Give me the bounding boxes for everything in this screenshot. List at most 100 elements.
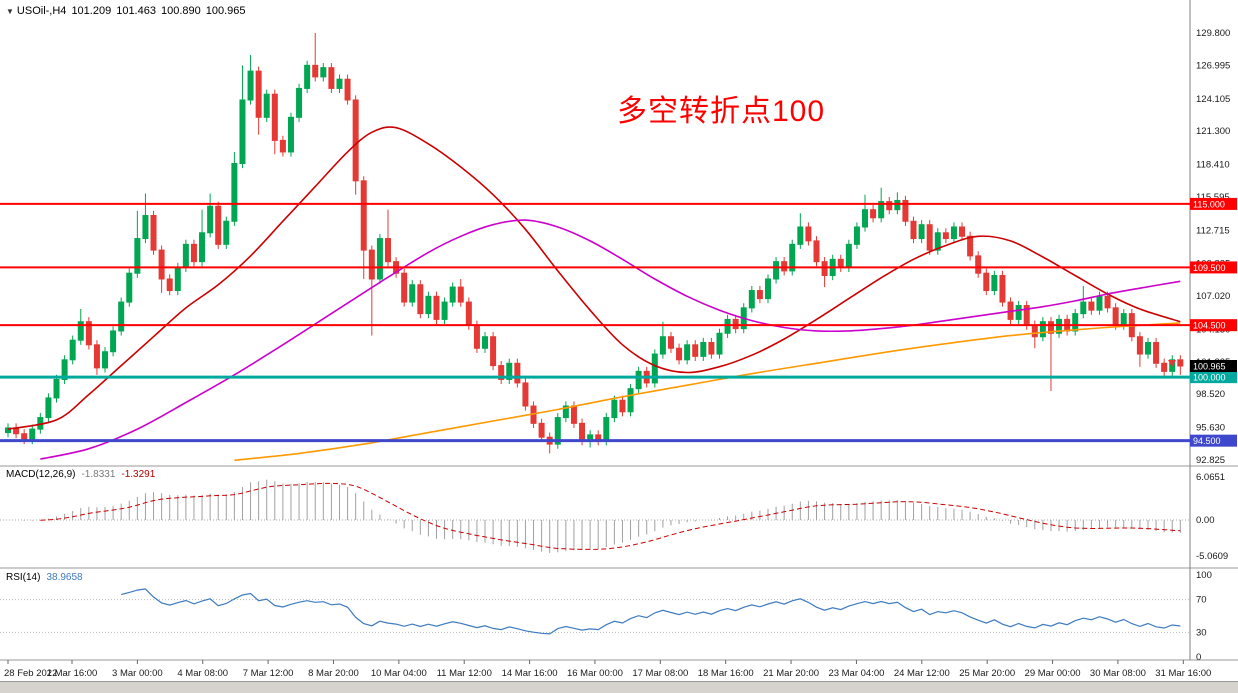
candle-body: [797, 226, 804, 245]
candle-body: [102, 351, 109, 369]
candle-body: [837, 258, 844, 268]
ma-fast-line: [7, 126, 1181, 430]
candle-body: [441, 301, 448, 320]
ohlc-low: 100.890: [160, 5, 201, 17]
candle-body: [514, 362, 521, 384]
candle-body: [360, 180, 367, 251]
price-axis-label: 98.520: [1196, 389, 1225, 400]
candle-body: [773, 261, 780, 280]
candle-body: [118, 301, 125, 332]
ohlc-close: 100.965: [205, 5, 246, 17]
candle-body: [425, 295, 432, 315]
current-price-tag-bg: [1190, 359, 1237, 372]
price-axis-label: 121.300: [1196, 126, 1230, 137]
candle-body: [409, 284, 416, 303]
candle-body: [926, 224, 933, 251]
candle-body: [1144, 341, 1151, 355]
candle-body: [1072, 313, 1079, 332]
candle-body: [296, 87, 303, 118]
candle-body: [174, 266, 181, 292]
candle-body: [1039, 321, 1046, 338]
candle-body: [732, 318, 739, 330]
candle-body: [376, 238, 383, 280]
ohlc-open: 101.209: [71, 5, 112, 17]
time-axis-label: 1 Mar 16:00: [47, 668, 98, 679]
candle-body: [781, 261, 788, 272]
candle-body: [215, 205, 222, 245]
time-axis-label: 10 Mar 04:00: [371, 668, 427, 679]
candle-body: [522, 382, 529, 407]
candle-body: [967, 235, 974, 257]
candle-body: [304, 64, 311, 89]
symbol-dropdown-icon[interactable]: ▼: [6, 7, 14, 16]
time-axis-label: 17 Mar 08:00: [632, 668, 688, 679]
level-price-tag: 104.500: [1193, 321, 1226, 331]
candle-body: [69, 339, 76, 361]
rsi-line: [121, 588, 1181, 635]
candle-body: [457, 286, 464, 303]
time-axis-label: 4 Mar 08:00: [177, 668, 228, 679]
candle-body: [45, 397, 52, 419]
candle-body: [862, 209, 869, 228]
candle-body: [667, 336, 674, 349]
time-axis-label: 8 Mar 20:00: [308, 668, 359, 679]
candle-body: [320, 67, 327, 78]
ma-slow-line: [234, 322, 1181, 462]
candle-body: [716, 332, 723, 355]
price-axis-label: 115.595: [1196, 192, 1230, 203]
candle-body: [1015, 305, 1022, 320]
symbol-period-label: USOil-,H4: [16, 5, 67, 17]
candle-body: [1120, 313, 1127, 326]
candle-body: [247, 70, 254, 101]
candle-body: [894, 199, 901, 211]
candle-body: [538, 422, 545, 438]
candle-body: [190, 243, 197, 263]
candle-body: [93, 344, 100, 369]
macd-indicator-label: MACD(12,26,9) -1.8331 -1.3291: [6, 469, 155, 480]
candle-body: [611, 399, 618, 419]
candle-body: [417, 284, 424, 315]
macd-signal-line: [40, 482, 1181, 550]
price-axis-label: 118.410: [1196, 160, 1230, 171]
candle-body: [1112, 307, 1119, 326]
candle-body: [433, 295, 440, 320]
candle-body: [999, 275, 1006, 303]
macd-signal-value: -1.3291: [121, 469, 156, 480]
candle-body: [239, 99, 246, 164]
candle-body: [1047, 321, 1054, 334]
candle-body: [684, 344, 691, 361]
level-price-tag: 109.500: [1193, 263, 1226, 273]
candle-body: [134, 238, 141, 274]
candle-body: [223, 220, 230, 245]
candle-body: [959, 226, 966, 237]
candle-body: [312, 64, 319, 78]
candle-body: [813, 240, 820, 263]
time-axis-label: 24 Mar 12:00: [894, 668, 950, 679]
candle-body: [490, 336, 497, 367]
chart-text-annotation[interactable]: 多空转折点100: [617, 95, 826, 128]
candle-body: [465, 301, 472, 326]
candle-body: [1177, 359, 1184, 367]
price-axis-label: 112.715: [1196, 225, 1230, 236]
candle-body: [126, 272, 133, 303]
level-price-tag-bg: [1190, 261, 1237, 274]
price-axis-label: 126.995: [1196, 60, 1230, 71]
candle-body: [336, 78, 343, 89]
window-bottom-bar: [0, 681, 1238, 693]
price-axis-label: 129.800: [1196, 28, 1230, 39]
candle-body: [676, 347, 683, 361]
candle-body: [902, 199, 909, 222]
price-axis-label: 124.105: [1196, 94, 1230, 105]
candle-body: [498, 365, 505, 380]
candle-body: [21, 433, 28, 441]
price-arrow-marker-icon: [1168, 360, 1176, 367]
macd-axis-label: -5.0609: [1196, 551, 1228, 562]
candle-body: [1104, 295, 1111, 309]
level-price-tag-bg: [1190, 197, 1237, 210]
candle-body: [231, 162, 238, 222]
time-axis-label: 29 Mar 00:00: [1025, 668, 1081, 679]
macd-axis-label: 6.0651: [1196, 472, 1225, 483]
candle-body: [207, 205, 214, 234]
